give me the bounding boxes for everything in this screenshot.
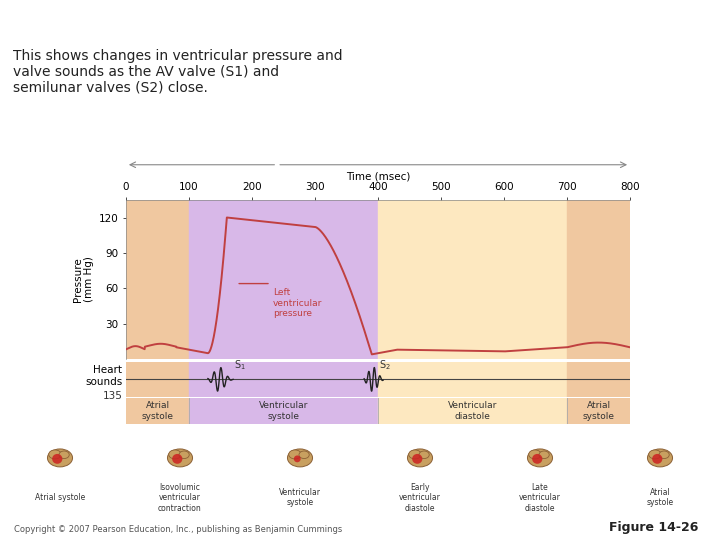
Bar — [378, 362, 567, 397]
Ellipse shape — [289, 450, 301, 459]
Ellipse shape — [409, 450, 421, 459]
Ellipse shape — [179, 451, 189, 458]
Text: S$_1$: S$_1$ — [235, 359, 246, 372]
Bar — [378, 362, 567, 397]
Bar — [567, 200, 630, 359]
Bar — [378, 200, 567, 359]
Bar — [16, 19, 41, 28]
Text: Atrial
systole: Atrial systole — [142, 401, 174, 421]
Bar — [567, 362, 630, 397]
Ellipse shape — [59, 451, 69, 458]
Text: Left
ventricular
pressure: Left ventricular pressure — [273, 288, 322, 318]
Ellipse shape — [52, 454, 63, 464]
Ellipse shape — [532, 454, 542, 464]
Ellipse shape — [539, 451, 549, 458]
Text: Ventricular
systole: Ventricular systole — [279, 488, 321, 507]
Text: 135: 135 — [102, 391, 122, 401]
Text: Wiggers Diagram: Wiggers Diagram — [56, 14, 246, 32]
Ellipse shape — [528, 450, 541, 459]
Bar — [189, 200, 378, 359]
Ellipse shape — [294, 455, 301, 462]
Ellipse shape — [168, 449, 192, 467]
Ellipse shape — [528, 449, 552, 467]
Ellipse shape — [168, 450, 181, 459]
Bar — [16, 8, 41, 17]
Text: Figure 14-26: Figure 14-26 — [609, 521, 698, 534]
Bar — [567, 362, 630, 397]
Ellipse shape — [412, 454, 423, 464]
Text: Atrial systole: Atrial systole — [35, 493, 85, 502]
Bar — [189, 398, 378, 424]
Text: Atrial
systole: Atrial systole — [647, 488, 674, 507]
Text: Ventricular
diastole: Ventricular diastole — [448, 401, 498, 421]
Bar — [378, 398, 567, 424]
Bar — [16, 30, 41, 38]
Bar — [189, 362, 378, 397]
Bar — [126, 200, 189, 359]
Ellipse shape — [649, 450, 661, 459]
Ellipse shape — [49, 450, 61, 459]
Text: Early
ventricular
diastole: Early ventricular diastole — [399, 483, 441, 512]
Ellipse shape — [647, 449, 672, 467]
Ellipse shape — [299, 451, 309, 458]
Text: Isovolumic
ventricular
contraction: Isovolumic ventricular contraction — [158, 483, 202, 512]
Bar — [126, 398, 189, 424]
Text: Atrial
systole: Atrial systole — [582, 401, 614, 421]
Ellipse shape — [652, 454, 662, 464]
Text: Late
ventricular
diastole: Late ventricular diastole — [519, 483, 561, 512]
Bar — [567, 398, 630, 424]
Y-axis label: Pressure
(mm Hg): Pressure (mm Hg) — [73, 256, 94, 302]
Ellipse shape — [419, 451, 429, 458]
X-axis label: Time (msec): Time (msec) — [346, 171, 410, 181]
Ellipse shape — [659, 451, 669, 458]
Ellipse shape — [48, 449, 73, 467]
Text: This shows changes in ventricular pressure and
valve sounds as the AV valve (S1): This shows changes in ventricular pressu… — [13, 49, 343, 95]
Text: Copyright © 2007 Pearson Education, Inc., publishing as Benjamin Cummings: Copyright © 2007 Pearson Education, Inc.… — [14, 524, 343, 534]
Ellipse shape — [287, 449, 312, 467]
Ellipse shape — [172, 454, 182, 464]
Ellipse shape — [408, 449, 433, 467]
Text: Ventricular
systole: Ventricular systole — [258, 401, 308, 421]
Bar — [189, 362, 378, 397]
Bar — [126, 362, 189, 397]
Text: S$_2$: S$_2$ — [379, 359, 391, 372]
Bar — [126, 362, 189, 397]
Text: Heart
sounds: Heart sounds — [85, 365, 122, 387]
